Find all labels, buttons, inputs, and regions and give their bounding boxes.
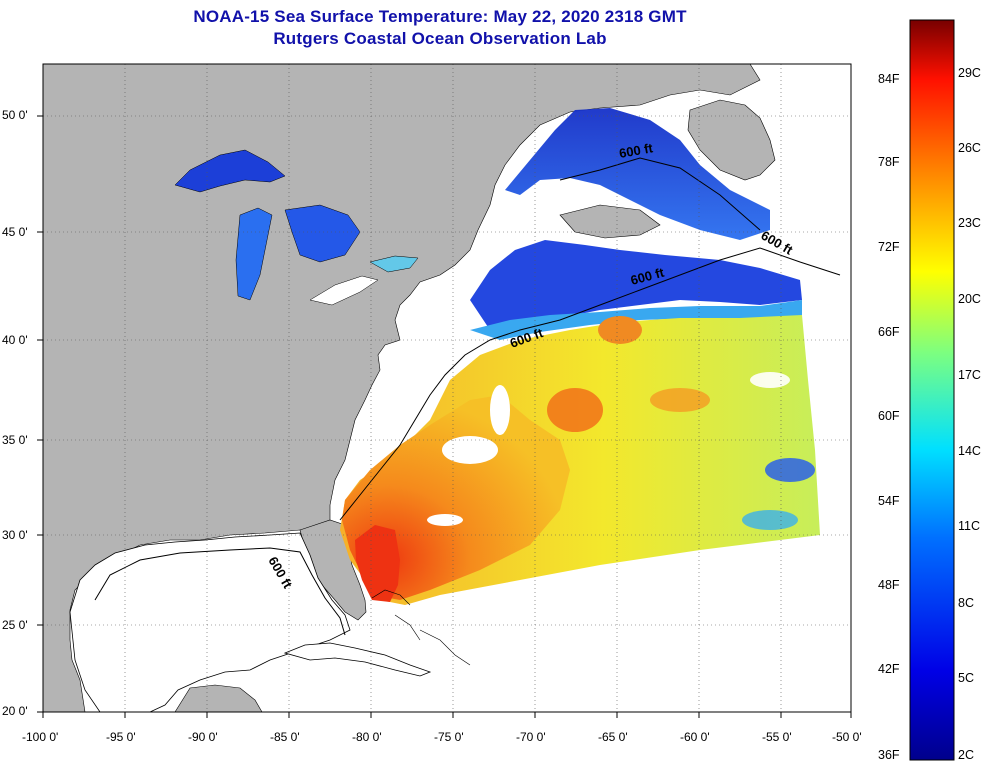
isobath-600ft-atlantic <box>339 247 841 521</box>
isobath-600ft-gulf <box>94 547 346 636</box>
sst-cool-patch-2 <box>742 510 798 530</box>
cloud-gap-1 <box>442 436 498 464</box>
lat-label: 50 0' <box>2 108 28 122</box>
lake-erie <box>309 275 379 306</box>
lat-label: 35 0' <box>2 433 28 447</box>
lon-label: -60 0' <box>680 730 710 744</box>
colorbar-f-label: 36F <box>878 748 900 762</box>
colorbar-f-label: 78F <box>878 155 900 169</box>
colorbar-gradient <box>909 19 955 761</box>
lat-label: 25 0' <box>2 618 28 632</box>
gulf-of-mexico <box>69 532 351 712</box>
colorbar-f-label: 54F <box>878 494 900 508</box>
colorbar-c-label: 11C <box>958 519 981 533</box>
land-yucatan <box>174 684 263 712</box>
lat-label: 20 0' <box>2 704 28 718</box>
colorbar-f-label: 48F <box>878 578 900 592</box>
cloud-gap-2 <box>427 514 463 526</box>
map-title: NOAA-15 Sea Surface Temperature: May 22,… <box>193 7 687 26</box>
lat-label: 45 0' <box>2 225 28 239</box>
lon-label: -55 0' <box>762 730 792 744</box>
lat-label: 30 0' <box>2 528 28 542</box>
graticule <box>43 64 851 712</box>
colorbar-c-label: 17C <box>958 368 981 382</box>
lon-label: -85 0' <box>270 730 300 744</box>
colorbar-c-label: 5C <box>958 671 974 685</box>
sst-eddy-2 <box>547 388 603 432</box>
colorbar-f-label: 66F <box>878 325 900 339</box>
colorbar-f-label: 42F <box>878 662 900 676</box>
colorbar-c-label: 20C <box>958 292 981 306</box>
land-newfoundland <box>687 99 776 181</box>
colorbar-c-label: 14C <box>958 444 981 458</box>
colorbar-f-label: 60F <box>878 409 900 423</box>
lon-label: -100 0' <box>22 730 59 744</box>
isobath-600ft-north <box>559 157 761 231</box>
sst-cold-north <box>505 108 770 240</box>
sst-eddy-1 <box>598 316 642 344</box>
sst-hot-core <box>355 525 400 602</box>
sst-eddy-3 <box>650 388 710 412</box>
lon-label: -75 0' <box>434 730 464 744</box>
lon-label: -80 0' <box>352 730 382 744</box>
land-bahamas <box>371 589 471 666</box>
colorbar-c-label: 23C <box>958 216 981 230</box>
lake-ontario <box>369 255 419 273</box>
lon-label: -70 0' <box>516 730 546 744</box>
sst-cool-patch-1 <box>765 458 815 482</box>
colorbar-f-label: 84F <box>878 72 900 86</box>
colorbar-c-label: 29C <box>958 66 981 80</box>
lake-huron <box>284 204 361 263</box>
colorbar-c-label: 26C <box>958 141 981 155</box>
lon-label: -65 0' <box>598 730 628 744</box>
map-subtitle: Rutgers Coastal Ocean Observation Lab <box>273 29 607 48</box>
colorbar-c-label: 2C <box>958 748 974 762</box>
colorbar-f-label: 72F <box>878 240 900 254</box>
land-nova-scotia <box>559 204 661 239</box>
lon-label: -50 0' <box>832 730 862 744</box>
lake-michigan <box>235 207 273 301</box>
lat-label: 40 0' <box>2 333 28 347</box>
sst-cold-shelf <box>470 240 802 330</box>
lon-label: -90 0' <box>188 730 218 744</box>
cloud-gap-4 <box>750 372 790 388</box>
lake-superior <box>174 149 286 193</box>
sst-slope-water <box>470 300 802 340</box>
lon-label: -95 0' <box>106 730 136 744</box>
colorbar-c-label: 8C <box>958 596 974 610</box>
land-cuba <box>283 642 432 677</box>
contour-label-north: 600 ft <box>618 140 655 161</box>
cloud-gap-3 <box>490 385 510 435</box>
